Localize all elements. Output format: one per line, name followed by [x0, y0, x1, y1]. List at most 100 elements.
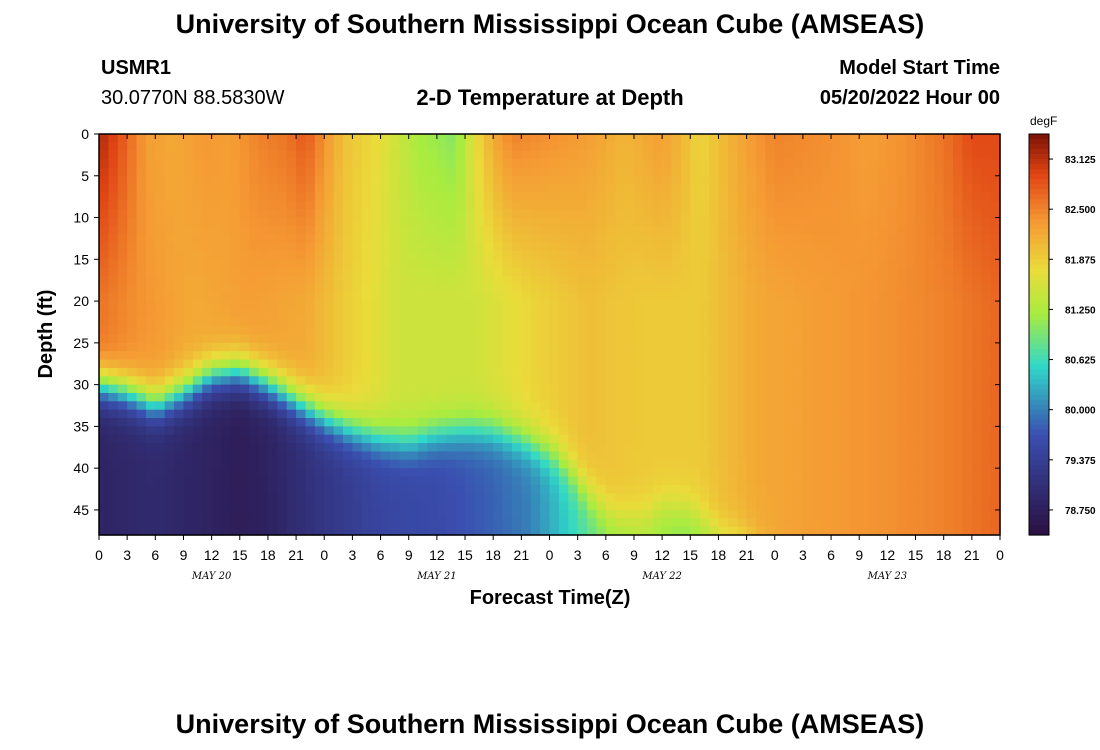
- heatmap-cell: [971, 250, 982, 260]
- heatmap-cell: [887, 259, 898, 269]
- heatmap-cell: [784, 326, 795, 336]
- heatmap-cell: [305, 376, 316, 386]
- heatmap-cell: [877, 134, 888, 143]
- heatmap-cell: [239, 301, 250, 311]
- heatmap-cell: [962, 342, 973, 352]
- x-tick-label: 9: [405, 547, 413, 563]
- heatmap-cell: [887, 451, 898, 461]
- heatmap-cell: [840, 518, 851, 528]
- heatmap-cell: [680, 234, 691, 244]
- heatmap-cell: [868, 267, 879, 277]
- heatmap-cell: [258, 376, 269, 386]
- heatmap-cell: [502, 392, 513, 402]
- heatmap-cell: [793, 384, 804, 394]
- heatmap-cell: [127, 468, 138, 478]
- heatmap-cell: [380, 526, 391, 536]
- heatmap-cell: [436, 351, 447, 361]
- heatmap-cell: [877, 451, 888, 461]
- heatmap-cell: [521, 334, 532, 344]
- heatmap-cell: [408, 276, 419, 285]
- heatmap-cell: [953, 292, 964, 302]
- heatmap-cell: [389, 351, 400, 361]
- heatmap-cell: [427, 175, 438, 185]
- heatmap-cell: [793, 392, 804, 402]
- heatmap-cell: [314, 426, 325, 436]
- heatmap-cell: [286, 526, 297, 536]
- heatmap-cell: [108, 192, 119, 202]
- heatmap-cell: [774, 225, 785, 235]
- heatmap-cell: [755, 418, 766, 427]
- heatmap-cell: [587, 142, 598, 152]
- heatmap-cell: [624, 392, 635, 402]
- heatmap-cell: [802, 468, 813, 478]
- heatmap-cell: [990, 501, 1001, 511]
- heatmap-cell: [296, 434, 307, 444]
- heatmap-cell: [258, 292, 269, 302]
- heatmap-cell: [183, 418, 194, 427]
- heatmap-cell: [680, 376, 691, 386]
- heatmap-cell: [202, 209, 213, 219]
- heatmap-cell: [868, 443, 879, 453]
- heatmap-cell: [286, 426, 297, 436]
- heatmap-cell: [99, 376, 109, 386]
- heatmap-cell: [849, 209, 860, 219]
- heatmap-cell: [643, 267, 654, 277]
- heatmap-cell: [887, 301, 898, 311]
- heatmap-cell: [831, 342, 842, 352]
- colorbar-cell: [1029, 519, 1049, 526]
- heatmap-cell: [849, 175, 860, 185]
- heatmap-cell: [924, 267, 935, 277]
- heatmap-cell: [727, 292, 738, 302]
- heatmap-cell: [399, 301, 410, 311]
- heatmap-cell: [840, 267, 851, 277]
- heatmap-cell: [896, 451, 907, 461]
- heatmap-cell: [530, 284, 541, 294]
- heatmap-cell: [239, 334, 250, 344]
- heatmap-cell: [408, 242, 419, 252]
- heatmap-cell: [849, 359, 860, 369]
- heatmap-cell: [305, 409, 316, 419]
- heatmap-cell: [99, 175, 109, 185]
- heatmap-cell: [680, 259, 691, 269]
- heatmap-cell: [690, 443, 701, 453]
- x-tick-label: 3: [799, 547, 807, 563]
- heatmap-cell: [455, 434, 466, 444]
- heatmap-cell: [446, 301, 457, 311]
- colorbar-cell: [1029, 419, 1049, 426]
- heatmap-cell: [690, 192, 701, 202]
- heatmap-cell: [896, 250, 907, 260]
- heatmap-cell: [221, 334, 231, 344]
- heatmap-cell: [737, 526, 748, 536]
- heatmap-cell: [286, 309, 297, 319]
- heatmap-cell: [343, 392, 354, 402]
- heatmap-cell: [305, 476, 316, 486]
- heatmap-cell: [896, 392, 907, 402]
- heatmap-cell: [99, 259, 109, 269]
- heatmap-cell: [709, 526, 720, 536]
- heatmap-cell: [718, 484, 729, 494]
- heatmap-cell: [436, 376, 447, 386]
- heatmap-cell: [690, 451, 701, 461]
- heatmap-cell: [812, 267, 823, 277]
- heatmap-cell: [521, 234, 532, 244]
- heatmap-cell: [577, 342, 588, 352]
- heatmap-cell: [493, 518, 504, 528]
- heatmap-cell: [389, 334, 400, 344]
- heatmap-cell: [333, 409, 344, 419]
- heatmap-cell: [624, 142, 635, 152]
- heatmap-cell: [615, 526, 626, 536]
- heatmap-cell: [887, 351, 898, 361]
- heatmap-cell: [446, 217, 457, 227]
- heatmap-cell: [746, 250, 757, 260]
- heatmap-cell: [371, 175, 382, 185]
- heatmap-cell: [690, 209, 701, 219]
- heatmap-cell: [305, 284, 316, 294]
- heatmap-cell: [605, 484, 616, 494]
- heatmap-cell: [605, 192, 616, 202]
- heatmap-cell: [727, 509, 738, 519]
- heatmap-cell: [333, 175, 344, 185]
- heatmap-cell: [577, 384, 588, 394]
- heatmap-cell: [352, 259, 363, 269]
- heatmap-cell: [164, 476, 175, 486]
- heatmap-cell: [408, 392, 419, 402]
